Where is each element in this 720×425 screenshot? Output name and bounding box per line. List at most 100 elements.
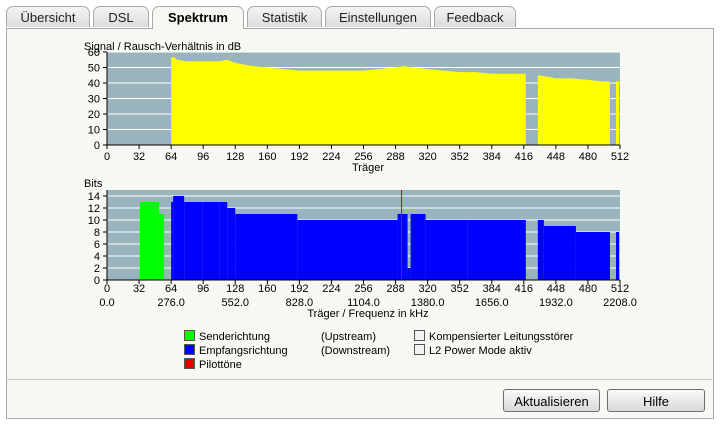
downstream-bar — [467, 220, 526, 280]
bits-x-tick-label: 320 — [418, 283, 436, 295]
bits-freq-tick-label: 2208.0 — [603, 297, 637, 309]
snr-y-tick-label: 10 — [88, 125, 100, 137]
downstream-bar — [397, 214, 402, 280]
bits-x-tick-label: 480 — [579, 283, 597, 295]
snr-x-tick-label: 416 — [515, 151, 533, 163]
snr-chart-title: Signal / Rausch-Verhältnis in dB — [84, 41, 242, 53]
bits-freq-tick-label: 1656.0 — [475, 297, 509, 309]
downstream-bar — [227, 208, 236, 280]
snr-x-tick-label: 64 — [165, 151, 177, 163]
legend-upstream-label: Senderichtung — [199, 331, 270, 343]
bits-y-tick-label: 0 — [94, 275, 100, 287]
legend-downstream-label: Empfangsrichtung — [199, 345, 288, 357]
snr-x-axis-label: Träger — [352, 162, 384, 174]
bits-chart-title: Bits — [84, 178, 103, 190]
snr-x-tick-label: 192 — [290, 151, 308, 163]
snr-y-tick-label: 0 — [94, 140, 100, 152]
bits-y-tick-label: 4 — [94, 251, 100, 263]
downstream-bar — [219, 202, 228, 280]
legend-upstream: Senderichtung — [184, 330, 270, 344]
bits-y-tick-label: 12 — [88, 203, 100, 215]
tab-feedback[interactable]: Feedback — [434, 6, 516, 27]
bits-x-tick-label: 512 — [611, 283, 629, 295]
button-separator — [6, 379, 712, 380]
snr-x-tick-label: 288 — [386, 151, 404, 163]
snr-x-tick-label: 160 — [258, 151, 276, 163]
bits-freq-tick-label: 1104.0 — [347, 297, 380, 309]
downstream-bar — [410, 214, 426, 280]
pilot-swatch — [184, 358, 195, 369]
legend-downstream-note: (Downstream) — [321, 345, 391, 357]
downstream-bar — [575, 232, 610, 280]
bits-x-tick-label: 160 — [258, 283, 276, 295]
bits-x-tick-label: 384 — [483, 283, 501, 295]
help-button[interactable]: Hilfe — [607, 389, 705, 412]
legend-pilot: Pilottöne — [184, 358, 242, 372]
bits-x-tick-label: 128 — [226, 283, 244, 295]
refresh-button[interactable]: Aktualisieren — [503, 389, 600, 412]
downstream-bar — [202, 202, 220, 280]
bits-x-tick-label: 448 — [547, 283, 565, 295]
snr-x-tick-label: 384 — [483, 151, 501, 163]
snr-x-tick-label: 512 — [611, 151, 629, 163]
snr-y-tick-label: 40 — [88, 78, 100, 90]
bits-x-tick-label: 32 — [133, 283, 145, 295]
downstream-bar — [171, 202, 174, 280]
legend-pilot-label: Pilottöne — [199, 359, 242, 371]
downstream-bar — [173, 196, 185, 280]
bits-freq-tick-label: 1932.0 — [539, 297, 573, 309]
snr-series-0 — [171, 56, 526, 145]
snr-x-tick-label: 96 — [197, 151, 209, 163]
snr-x-tick-label: 480 — [579, 151, 597, 163]
legend-upstream-note: (Upstream) — [321, 331, 377, 343]
snr-x-tick-label: 256 — [354, 151, 372, 163]
legend-l2-power: L2 Power Mode aktiv — [414, 344, 532, 358]
bits-x-tick-label: 352 — [451, 283, 469, 295]
tab-spektrum[interactable]: Spektrum — [152, 6, 244, 29]
bits-y-tick-label: 10 — [88, 215, 100, 227]
downstream-bar — [235, 214, 298, 280]
downstream-bar — [425, 220, 468, 280]
bits-x-tick-label: 64 — [165, 283, 177, 295]
snr-x-tick-label: 448 — [547, 151, 565, 163]
snr-y-tick-label: 60 — [88, 47, 100, 59]
l2-power-swatch — [414, 344, 425, 355]
bits-freq-tick-label: 1380.0 — [411, 297, 445, 309]
bits-x-tick-label: 192 — [290, 283, 308, 295]
bits-y-tick-label: 2 — [94, 263, 100, 275]
tab-einstellungen[interactable]: Einstellungen — [325, 6, 431, 27]
bits-x-axis-label: Träger / Frequenz in kHz — [307, 308, 429, 320]
bits-x-tick-label: 256 — [354, 283, 372, 295]
bits-freq-tick-label: 276.0 — [157, 297, 185, 309]
crosstalk-swatch — [414, 330, 425, 341]
bits-freq-tick-label: 552.0 — [221, 297, 249, 309]
bits-y-tick-label: 8 — [94, 227, 100, 239]
bits-x-tick-label: 416 — [515, 283, 533, 295]
downstream-bar — [184, 202, 203, 280]
tab-uebersicht[interactable]: Übersicht — [6, 6, 90, 27]
tab-statistik[interactable]: Statistik — [247, 6, 322, 27]
legend-crosstalk-label: Kompensierter Leitungsstörer — [429, 331, 574, 343]
legend-downstream: Empfangsrichtung — [184, 344, 288, 358]
legend-l2-power-label: L2 Power Mode aktiv — [429, 345, 532, 357]
downstream-bar — [543, 226, 576, 280]
bits-freq-tick-label: 0.0 — [99, 297, 114, 309]
snr-series-2 — [615, 81, 619, 145]
tab-dsl[interactable]: DSL — [93, 6, 149, 27]
upstream-swatch — [184, 330, 195, 341]
snr-x-tick-label: 224 — [322, 151, 340, 163]
bits-x-tick-label: 224 — [322, 283, 340, 295]
bits-freq-tick-label: 828.0 — [286, 297, 314, 309]
bits-x-tick-label: 288 — [386, 283, 404, 295]
downstream-bar — [363, 220, 398, 280]
snr-y-tick-label: 20 — [88, 109, 100, 121]
bits-x-tick-label: 96 — [197, 283, 209, 295]
snr-x-tick-label: 128 — [226, 151, 244, 163]
downstream-bar — [297, 220, 364, 280]
downstream-bar — [407, 268, 411, 280]
upstream-bar — [159, 214, 165, 280]
snr-x-tick-label: 32 — [133, 151, 145, 163]
downstream-bar — [401, 214, 408, 280]
